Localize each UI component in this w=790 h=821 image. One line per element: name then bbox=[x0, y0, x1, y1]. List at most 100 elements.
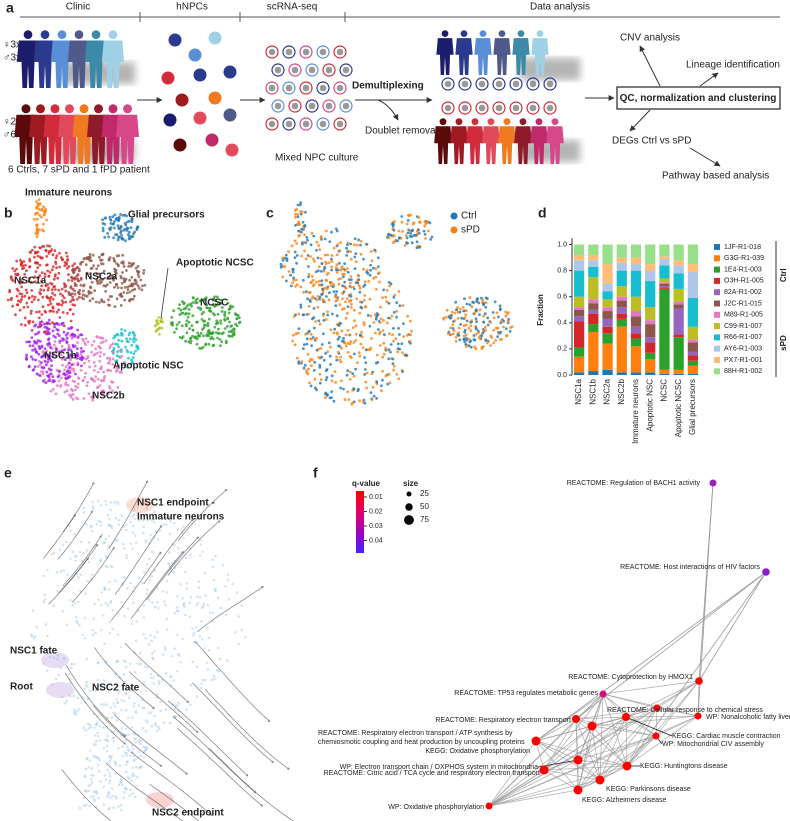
cell-point bbox=[51, 292, 54, 295]
body bbox=[466, 126, 484, 164]
cell-point bbox=[33, 298, 36, 301]
cell-point bbox=[34, 251, 37, 254]
cell-point bbox=[509, 330, 512, 333]
cell-point bbox=[103, 379, 106, 382]
cell-point bbox=[219, 338, 222, 341]
cell-point bbox=[185, 557, 188, 560]
bar-segment bbox=[631, 327, 641, 334]
cell-point bbox=[338, 262, 341, 265]
cell-point bbox=[390, 282, 393, 285]
cell-point bbox=[356, 361, 359, 364]
cell-point bbox=[160, 317, 163, 320]
cell-point bbox=[406, 223, 409, 226]
cell-point bbox=[295, 279, 298, 282]
cell-point bbox=[464, 329, 467, 332]
pathway-node bbox=[486, 803, 493, 810]
cell-point bbox=[507, 318, 510, 321]
cell-point bbox=[165, 618, 168, 621]
node-label: WP: Nonalcoholic fatty liver disease bbox=[706, 714, 790, 721]
cell-point bbox=[46, 270, 49, 273]
cell-point bbox=[78, 296, 81, 299]
cell-point bbox=[296, 357, 299, 360]
cell-point bbox=[28, 266, 31, 269]
droplet bbox=[323, 64, 335, 76]
cell-point bbox=[92, 264, 95, 267]
cell-point bbox=[36, 225, 39, 228]
cell-point bbox=[402, 304, 405, 307]
bar-segment bbox=[688, 272, 698, 298]
cell-point bbox=[308, 273, 311, 276]
cell-point bbox=[82, 726, 85, 729]
cell-point bbox=[92, 755, 95, 758]
cell-point bbox=[47, 304, 50, 307]
cell-point bbox=[497, 316, 500, 319]
cell-point bbox=[35, 212, 38, 215]
cell-point bbox=[36, 372, 39, 375]
node-label: REACTOME: Respiratory electron transport bbox=[435, 717, 571, 724]
legend-swatch bbox=[714, 368, 720, 374]
cell-point bbox=[100, 604, 103, 607]
cell-point bbox=[361, 301, 364, 304]
bar-segment bbox=[659, 245, 669, 257]
cell-point bbox=[128, 300, 131, 303]
cell-point bbox=[126, 229, 129, 232]
cell-point bbox=[124, 224, 127, 227]
cell-point bbox=[382, 342, 385, 345]
cell-point bbox=[294, 213, 297, 216]
cell-point bbox=[31, 329, 34, 332]
cell-point bbox=[110, 600, 113, 603]
y-tick-label: 0.4 bbox=[557, 320, 567, 327]
cell-point bbox=[112, 702, 115, 705]
cell-point bbox=[349, 340, 352, 343]
cell-point bbox=[35, 200, 38, 203]
cell-point bbox=[96, 757, 99, 760]
cell-point bbox=[128, 749, 131, 752]
cell-point bbox=[46, 669, 49, 672]
cell-point bbox=[58, 316, 61, 319]
cell-point bbox=[51, 553, 54, 556]
node-label: REACTOME: Cytoprotection by HMOX1 bbox=[568, 674, 693, 681]
cell-point bbox=[48, 319, 51, 322]
cell-point bbox=[180, 312, 183, 315]
node-label: KEGG: Alzheimers disease bbox=[582, 797, 667, 804]
cell-point bbox=[185, 582, 188, 585]
cell-point bbox=[280, 263, 283, 266]
cell-point bbox=[43, 594, 46, 597]
cell-point bbox=[363, 299, 366, 302]
cell-point bbox=[131, 717, 134, 720]
cell-point bbox=[35, 311, 38, 314]
cell-point bbox=[91, 378, 94, 381]
cell-point bbox=[313, 327, 316, 330]
cell-point bbox=[179, 583, 182, 586]
droplet-core bbox=[303, 49, 310, 56]
head bbox=[536, 118, 543, 125]
cell-point bbox=[333, 328, 336, 331]
bar-segment bbox=[588, 371, 598, 375]
cell-dot bbox=[169, 34, 182, 47]
bar-segment bbox=[645, 264, 655, 271]
cell-point bbox=[128, 279, 131, 282]
cell-point bbox=[221, 310, 224, 313]
cell-point bbox=[65, 378, 68, 381]
cell-point bbox=[298, 223, 301, 226]
cell-point bbox=[383, 333, 386, 336]
cell-point bbox=[325, 318, 328, 321]
cell-point bbox=[97, 264, 100, 267]
cell-point bbox=[103, 703, 106, 706]
cell-point bbox=[113, 740, 116, 743]
cell-point bbox=[114, 233, 117, 236]
cell-point bbox=[131, 235, 134, 238]
cell-point bbox=[115, 661, 118, 664]
cell-point bbox=[390, 234, 393, 237]
cell-point bbox=[82, 339, 85, 342]
cell-point bbox=[479, 308, 482, 311]
cell-point bbox=[157, 316, 160, 319]
cell-point bbox=[227, 573, 230, 576]
bar-segment bbox=[631, 264, 641, 271]
cell-point bbox=[56, 311, 59, 314]
cell-point bbox=[58, 340, 61, 343]
cell-point bbox=[346, 243, 349, 246]
cell-point bbox=[294, 240, 297, 243]
cell-point bbox=[387, 233, 390, 236]
cell-point bbox=[73, 695, 76, 698]
